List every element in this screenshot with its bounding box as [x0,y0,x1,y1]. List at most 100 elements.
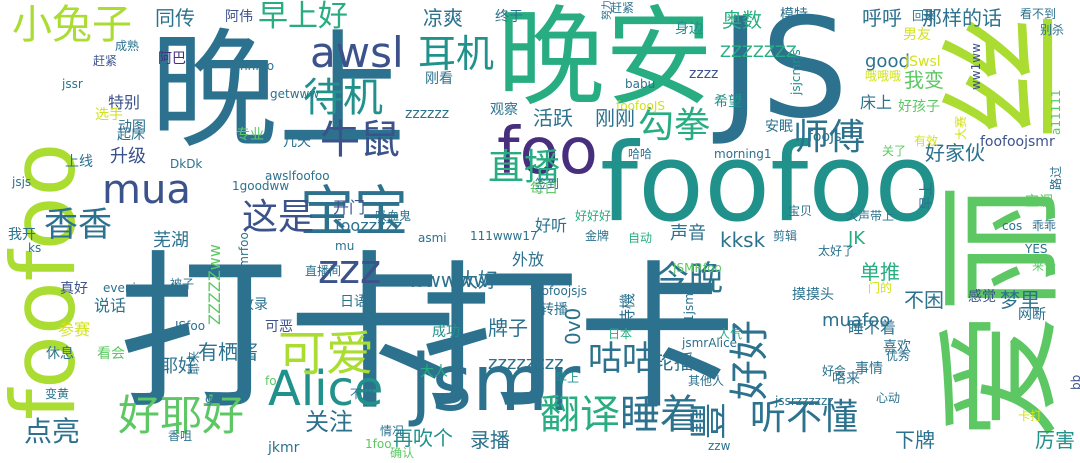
word: 梦里 [1000,288,1040,312]
word: JSwsl [905,54,941,70]
word: asmi [418,231,447,245]
word: 关注 [305,408,353,436]
word: 网断 [1018,307,1046,323]
word: 身边 [675,21,703,37]
word: 努力 [602,0,613,20]
word: mu [335,239,355,253]
word: 不用 [350,387,375,401]
word: kksk [720,228,766,252]
word: 大声带上 [846,209,895,223]
word: 确认 [390,446,415,460]
word: 1foo [365,437,392,451]
word: 看会 [97,346,125,362]
word: ks [28,241,42,255]
word: 我开 [8,227,36,243]
word: cos [1002,219,1023,233]
word: 活跃 [533,106,573,130]
word: 1goodww [232,179,290,193]
word: 芜湖 [153,230,189,251]
word: jsmr [410,339,581,429]
word: 那样的话 [922,6,1002,30]
word: zzzz [689,66,719,82]
word: 成熟 [115,39,140,53]
word: 可恶 [265,319,293,335]
word: 关了 [882,144,907,158]
word: 观察 [490,102,518,118]
word: mua [102,167,191,213]
word: 空调 [1025,194,1053,210]
word: 阿巴 [158,51,186,67]
word: 声音 [670,223,706,244]
word: 卡打 [1018,409,1043,423]
word: good [865,51,910,72]
word: 不困 [904,288,944,312]
word: zzzzzz [405,106,450,122]
word: 打卡 [118,236,459,434]
word: 晚上 [150,17,407,166]
word: 师傅 [793,117,866,158]
word: 再吹个 [393,426,453,450]
word: 可爱 [278,326,375,382]
word: 心动 [876,391,901,405]
word: 优秀 [886,349,911,363]
word: 下牌 [895,428,935,452]
word: ZZZZZZZ [720,42,797,61]
word: 变黄 [45,387,70,401]
word: morning1 [714,147,772,161]
word: 1jsmr [682,288,696,322]
word: 喜欢 [883,339,911,355]
word: 大人 [420,364,448,380]
word: ZZZZZww [205,244,224,325]
word: hhfoo [240,59,275,73]
word: 来个 [1032,259,1057,273]
word: foo [497,115,598,189]
word: 小兔子 [12,2,132,48]
word: 外放 [512,250,545,269]
word: muafoo [822,310,891,331]
word: 起床 [117,127,145,143]
word: 这是 [242,197,315,238]
word: jkmr [268,440,300,456]
word: 金牌 [585,229,610,243]
word: 回来 [912,9,937,23]
word: 好孩子 [898,99,940,115]
word: wwwww [408,268,490,292]
word: 路过 [1049,165,1063,190]
word: 单推 [860,260,900,284]
word: 太好了 [818,244,855,258]
word: 摸摸头 [792,287,834,303]
word: foofooJS [616,99,665,113]
word: ww1ww [969,43,983,90]
word: 吸血鬼 [375,209,412,223]
word: 选手 [95,107,123,123]
word: 待機 [618,292,637,325]
word: 赶紧 [93,54,118,68]
word: 模特 [780,7,808,23]
word: 我变 [904,68,944,92]
word: jssrzzzzzz [775,394,834,408]
word: 日本 [608,327,633,341]
word: 看不到 [1020,7,1057,21]
word: 耳机 [418,32,495,76]
word: foofoojsjs [530,284,587,298]
word: 晚安 [497,0,714,121]
word: awsl [310,28,404,77]
word: 升级 [110,146,146,167]
word: 休息 [46,346,74,362]
word: fooJs [808,129,842,145]
word: 宝贝 [788,204,813,218]
word: 0v0 [561,307,585,345]
word: 睡着 [620,392,700,438]
word: 特别 [108,93,141,112]
word: 赶紧 [610,1,635,15]
word: 咯来 [832,371,860,387]
word: 好听 [535,216,568,235]
word: foozzzzz [335,216,403,235]
word: 早上 [555,371,580,385]
word: 刚刚 [595,106,635,130]
word: 今晚 [655,259,723,299]
word: 点亮 [24,415,81,448]
word: 收录 [240,297,268,313]
word: getwww [270,87,320,101]
